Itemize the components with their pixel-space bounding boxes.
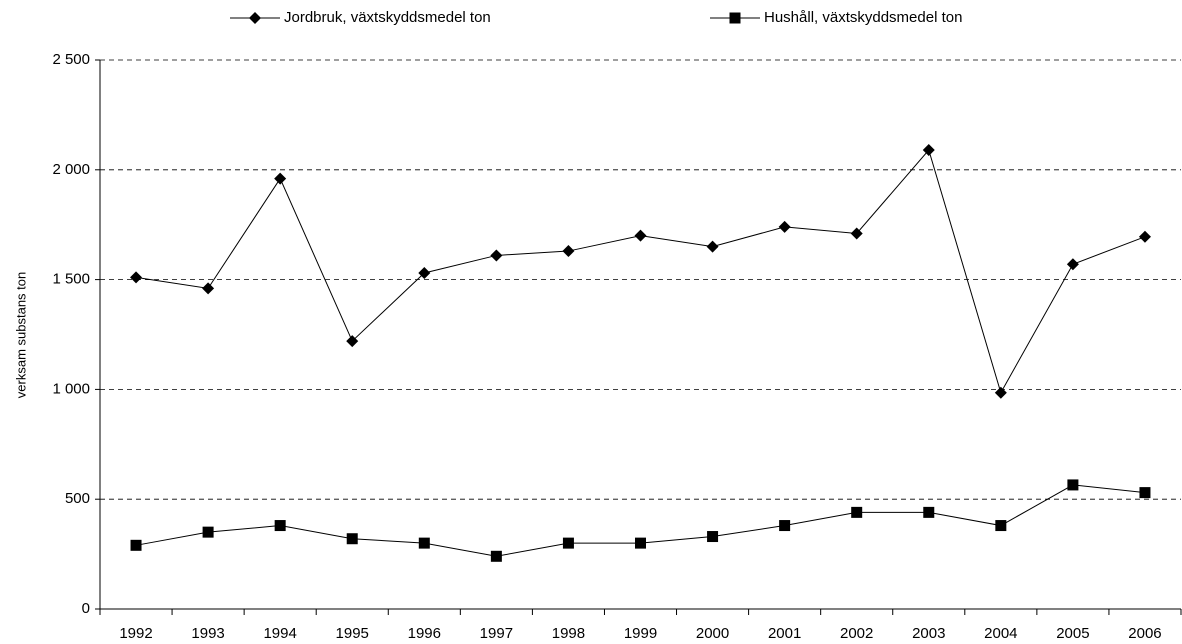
marker [346,533,358,545]
x-tick-label: 2005 [1056,625,1089,642]
marker [274,520,286,532]
marker [851,506,863,518]
x-tick-label: 1996 [408,625,441,642]
legend-label: Jordbruk, växtskyddsmedel ton [284,9,491,26]
marker [562,245,575,258]
x-tick-label: 1994 [263,625,296,642]
marker [490,249,503,262]
x-tick-label: 2000 [696,625,729,642]
x-tick-label: 1995 [336,625,369,642]
x-tick-label: 1993 [191,625,224,642]
legend-label: Hushåll, växtskyddsmedel ton [764,9,962,26]
y-tick-label: 2 500 [52,51,90,68]
x-tick-label: 1999 [624,625,657,642]
marker [1067,479,1079,491]
y-tick-label: 0 [82,600,90,617]
y-tick-label: 1 500 [52,271,90,288]
marker [130,271,143,284]
y-axis-label: verksam substans ton [13,272,28,398]
marker [635,537,646,549]
marker [778,220,791,233]
marker [202,282,215,295]
marker [729,12,741,24]
marker [850,227,863,240]
marker [779,520,791,532]
marker [923,506,935,518]
marker [994,386,1007,399]
x-tick-label: 2003 [912,625,945,642]
marker [202,526,214,538]
x-tick-label: 2004 [984,625,1017,642]
x-tick-label: 1998 [552,625,585,642]
marker [418,267,431,280]
marker [249,12,261,24]
marker [1066,258,1079,271]
marker [1138,230,1151,243]
y-tick-label: 500 [65,490,90,507]
x-tick-label: 2002 [840,625,873,642]
marker [995,520,1007,532]
y-tick-label: 1 000 [52,380,90,397]
marker [707,531,719,543]
x-tick-label: 1992 [119,625,152,642]
x-tick-label: 1997 [480,625,513,642]
y-tick-label: 2 000 [52,161,90,178]
marker [490,550,502,562]
marker [130,539,142,551]
marker [634,229,647,242]
marker [418,537,430,549]
x-tick-label: 2001 [768,625,801,642]
marker [274,172,287,185]
x-tick-label: 2006 [1128,625,1161,642]
marker [706,240,719,253]
marker [1139,487,1151,499]
marker [346,335,359,348]
series-line [135,149,1146,394]
marker [922,144,935,157]
marker [562,537,574,549]
